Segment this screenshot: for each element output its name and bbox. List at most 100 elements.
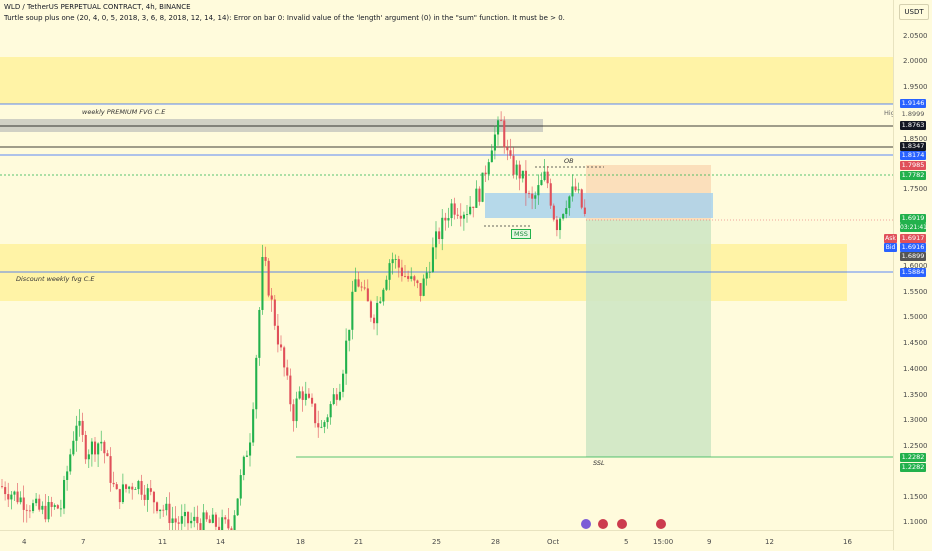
us-flag-event-icon[interactable] [656,519,666,529]
candle-body [211,514,214,523]
candle-body [38,498,41,510]
candle-body [298,391,301,399]
lightning-event-icon[interactable] [581,519,591,529]
candle-body [4,487,7,495]
candle-body [549,183,552,206]
candle-body [546,171,549,184]
candle-body [109,456,112,483]
candle-body [289,375,292,405]
premium-zone [0,57,893,104]
candlestick-chart[interactable] [0,0,893,530]
candle-body [19,497,22,503]
price-tick: 1.3000 [903,416,928,424]
candle-body [165,503,168,511]
price-tag-1834: 1.8347 [900,142,926,151]
candle-body [574,186,577,191]
candle-body [500,120,503,122]
time-tick: 7 [81,538,86,546]
candle-body [252,409,255,443]
candle-body [7,494,10,500]
price-tick: 1.5000 [903,313,928,321]
us-flag-event-icon[interactable] [617,519,627,529]
candle-body [208,519,211,523]
ssl-label: SSL [593,459,605,467]
candle-body [202,512,205,530]
candle-body [369,301,372,318]
candle-body [280,344,283,348]
candle-body [323,422,326,427]
candle-body [159,509,162,512]
candle-body [258,309,261,358]
candle-body [329,404,332,418]
candle-body [214,514,217,527]
candle-body [515,164,518,175]
time-tick: 5 [624,538,629,546]
last-price-tag: 1.6919 [900,214,926,223]
indicator-error: Turtle soup plus one (20, 4, 0, 5, 2018,… [4,14,565,22]
candle-body [242,456,245,476]
time-tick: 18 [296,538,305,546]
candle-body [552,205,555,220]
candle-body [419,283,422,296]
us-flag-event-icon[interactable] [598,519,608,529]
candle-body [450,203,453,219]
candle-body [221,517,224,530]
candle-body [555,219,558,231]
chart-area[interactable]: WLD / TetherUS PERPETUAL CONTRACT, 4h, B… [0,0,893,530]
candle-body [531,193,534,199]
price-tick: 1.1000 [903,518,928,526]
price-tick: 1.1500 [903,493,928,501]
candle-body [140,481,143,495]
candle-body [407,276,410,279]
candle-body [270,295,273,300]
candle-body [286,367,289,376]
candle-body [311,397,314,404]
time-tick: 21 [354,538,363,546]
ask-price-tag: 1.6917 [900,234,926,243]
time-scale[interactable] [0,530,893,551]
candle-body [276,325,279,345]
discount-fvg-label: Discount weekly fvg C.E [16,275,95,283]
candle-body [397,259,400,268]
candle-body [224,517,227,520]
candle-body [53,505,56,507]
candle-body [540,180,543,186]
candle-body [245,455,248,457]
candle-body [568,196,571,209]
candle-body [50,502,53,507]
bar-countdown: 03:21:41 [900,223,927,232]
candle-body [190,520,193,524]
ask-label: Ask [884,234,897,243]
candle-body [162,509,165,511]
candle-body [131,486,134,490]
price-tag-1588: 1.5884 [900,268,926,277]
candle-body [187,511,190,524]
price-tick: 1.3500 [903,391,928,399]
candle-body [56,505,59,509]
candle-body [562,214,565,219]
candle-body [156,502,159,512]
candle-body [283,347,286,368]
candle-body [400,267,403,277]
candle-body [388,263,391,280]
currency-selector[interactable]: USDT [899,4,929,20]
candle-body [351,291,354,330]
take-profit-box [586,220,711,457]
candle-body [13,491,16,495]
candle-body [435,231,438,248]
candle-body [373,317,376,324]
candle-body [236,498,239,516]
candle-body [168,503,171,524]
candle-body [267,260,270,296]
candle-body [16,491,19,503]
candle-body [66,471,69,480]
candle-body [571,186,574,197]
candle-body [394,259,397,260]
candle-body [81,420,84,435]
candle-body [509,150,512,156]
candle-body [524,170,527,194]
price-tag-ssl-2: 1.2282 [900,463,926,472]
price-tick: 1.5500 [903,288,928,296]
candle-body [583,207,586,214]
grey-fvg-box [0,119,543,132]
